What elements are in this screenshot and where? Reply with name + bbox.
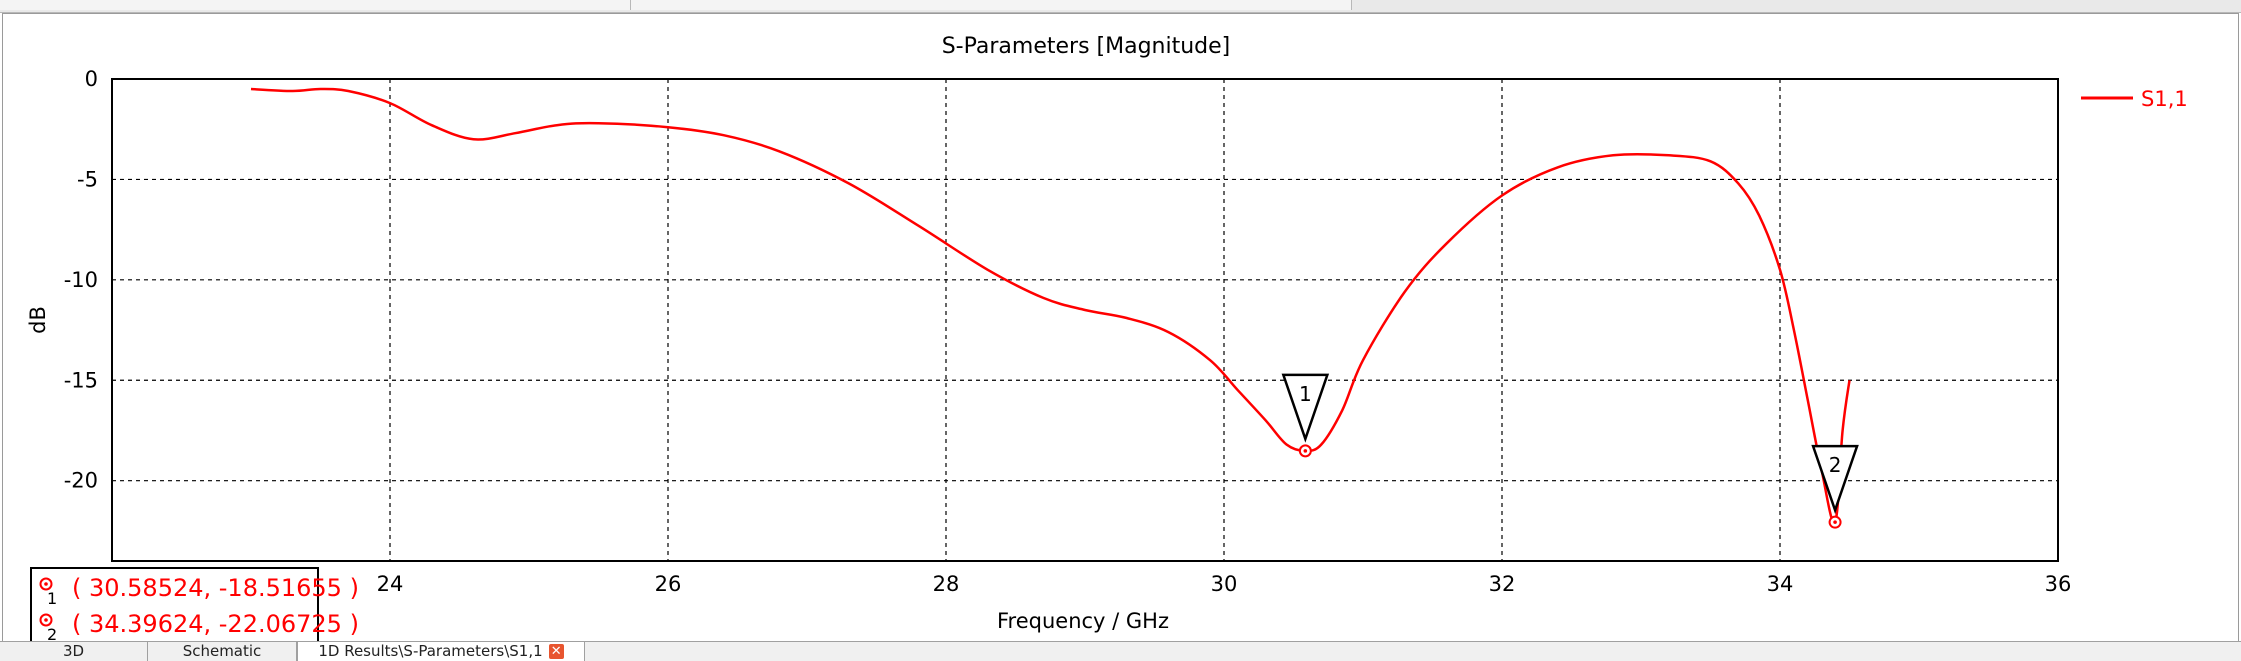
series-s11-line[interactable]	[250, 87, 1851, 525]
tab-schematic[interactable]: Schematic	[148, 642, 297, 661]
x-tick-label-26: 26	[655, 572, 682, 596]
x-tick-label-30: 30	[1211, 572, 1238, 596]
tab-3d[interactable]: 3D	[0, 642, 148, 661]
plot-panel[interactable]: S-Parameters [Magnitude] 24 26 28 30 32 34 36 0…	[2, 13, 2239, 649]
x-tick-label-32: 32	[1489, 572, 1516, 596]
marker-1-icon: 1	[39, 577, 57, 607]
y-tick-label--20: -20	[64, 469, 98, 493]
plot-frame	[111, 78, 2059, 562]
marker-1-flag	[1281, 373, 1330, 443]
s-parameter-chart[interactable]: S-Parameters [Magnitude] 24 26 28 30 32 34 36 0…	[3, 14, 2238, 641]
svg-text:1: 1	[47, 589, 57, 607]
marker-2-dot	[1833, 520, 1837, 524]
y-tick-label--5: -5	[77, 167, 98, 191]
x-tick-label-24: 24	[377, 572, 404, 596]
legend[interactable]: S1,1	[2081, 87, 2188, 111]
grid-layer	[112, 79, 2058, 561]
x-tick-label-36: 36	[2045, 572, 2072, 596]
marker-1-dot	[1303, 449, 1308, 453]
legend-label-s11: S1,1	[2141, 87, 2188, 111]
marker-2[interactable]: 2	[1811, 444, 1859, 529]
close-icon[interactable]: ✕	[548, 644, 564, 659]
marker-2-icon: 2	[39, 613, 57, 643]
top-pane-left	[0, 0, 631, 10]
x-tick-label-28: 28	[933, 572, 960, 596]
tab-1d-results-label: 1D Results\S-Parameters\S1,1	[318, 642, 543, 660]
marker-readout-row-1[interactable]: 1 ( 30.58524, -18.51655 )	[32, 573, 359, 607]
y-tick-label-0: 0	[85, 67, 98, 91]
top-window-strip	[0, 0, 2241, 13]
marker-2-label: 2	[1829, 453, 1842, 477]
marker-2-flag	[1811, 444, 1859, 515]
marker-layer: 12	[1281, 373, 1859, 529]
x-axis-label: Frequency / GHz	[997, 609, 1169, 633]
chart-title: S-Parameters [Magnitude]	[942, 34, 1231, 59]
marker-2-readout: ( 34.39624, -22.06725 )	[72, 610, 359, 638]
marker-1-label: 1	[1299, 382, 1312, 406]
marker-readout-box[interactable]: 1 ( 30.58524, -18.51655 ) 2 ( 34.39624, …	[30, 567, 359, 649]
y-axis-label: dB	[26, 306, 50, 334]
marker-readout-row-2[interactable]: 2 ( 34.39624, -22.06725 )	[32, 609, 359, 643]
y-tick-label--10: -10	[64, 268, 98, 292]
bottom-tab-bar: 3D Schematic 1D Results\S-Parameters\S1,…	[0, 641, 2241, 661]
tab-schematic-label: Schematic	[182, 642, 262, 660]
top-pane-middle	[631, 0, 1352, 10]
tab-3d-label: 3D	[62, 642, 85, 660]
tab-1d-results[interactable]: 1D Results\S-Parameters\S1,1 ✕	[297, 642, 585, 661]
marker-1-readout: ( 30.58524, -18.51655 )	[72, 574, 359, 602]
tick-layer: 24 26 28 30 32 34 36 0 -5 -10 -15 -20	[64, 67, 2072, 596]
marker-1[interactable]: 1	[1281, 373, 1330, 458]
x-tick-label-34: 34	[1767, 572, 1794, 596]
svg-text:2: 2	[47, 625, 57, 643]
y-tick-label--15: -15	[64, 368, 98, 392]
